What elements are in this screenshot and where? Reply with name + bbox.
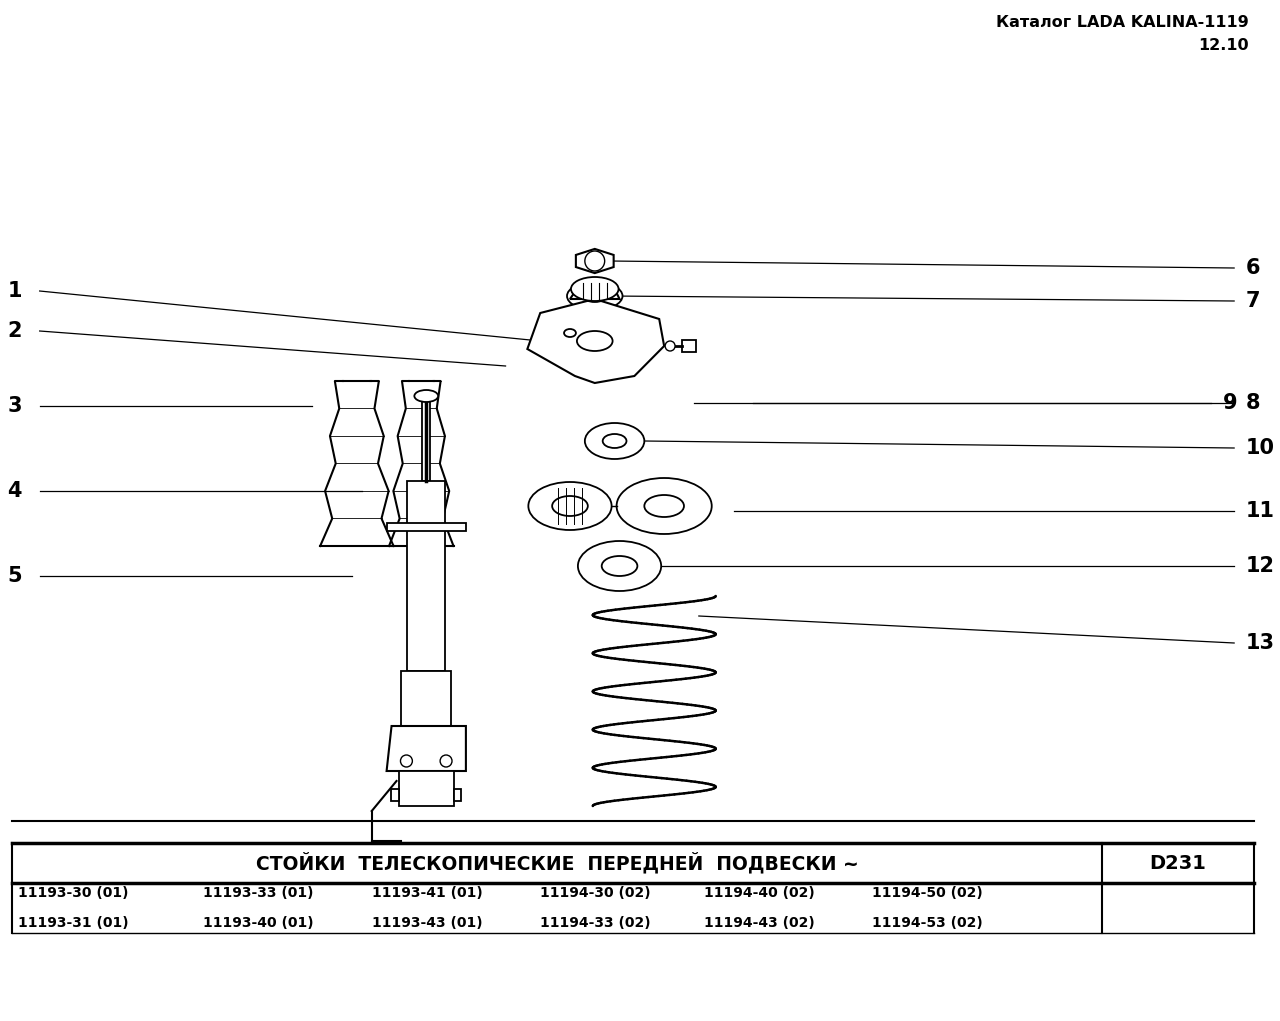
Ellipse shape — [571, 277, 618, 301]
Ellipse shape — [577, 541, 662, 591]
Text: 11193-40 (01): 11193-40 (01) — [204, 916, 314, 930]
Text: 11193-43 (01): 11193-43 (01) — [371, 916, 483, 930]
Text: 11194-50 (02): 11194-50 (02) — [872, 886, 983, 900]
Text: 11194-53 (02): 11194-53 (02) — [872, 916, 983, 930]
Ellipse shape — [585, 423, 644, 459]
Text: 1: 1 — [8, 281, 22, 301]
Bar — [387, 523, 466, 531]
Circle shape — [666, 341, 675, 351]
Text: 5: 5 — [8, 566, 22, 586]
Text: Каталог LADA KALINA-1119: Каталог LADA KALINA-1119 — [996, 15, 1249, 30]
Ellipse shape — [582, 290, 607, 302]
Bar — [392, 789, 399, 801]
Ellipse shape — [602, 556, 637, 576]
Ellipse shape — [529, 482, 612, 530]
Text: 7: 7 — [1245, 291, 1261, 311]
Text: 6: 6 — [1245, 258, 1261, 278]
Text: 12: 12 — [1245, 556, 1275, 576]
Polygon shape — [387, 726, 466, 771]
Text: 11194-33 (02): 11194-33 (02) — [540, 916, 650, 930]
Circle shape — [585, 251, 604, 271]
Bar — [682, 340, 696, 352]
Text: 11193-41 (01): 11193-41 (01) — [371, 886, 483, 900]
Bar — [399, 771, 453, 806]
Polygon shape — [527, 299, 664, 383]
Text: 4: 4 — [8, 481, 22, 501]
Text: 11193-31 (01): 11193-31 (01) — [18, 916, 128, 930]
Bar — [407, 481, 445, 671]
Text: 2: 2 — [8, 321, 22, 341]
Text: D231: D231 — [1149, 854, 1207, 873]
Text: 8: 8 — [1245, 393, 1261, 414]
Text: 11194-43 (02): 11194-43 (02) — [704, 916, 814, 930]
Ellipse shape — [567, 282, 622, 310]
Text: 9: 9 — [1224, 393, 1238, 414]
Ellipse shape — [617, 478, 712, 534]
Ellipse shape — [644, 495, 684, 517]
Text: 11194-30 (02): 11194-30 (02) — [540, 886, 650, 900]
Text: 11194-40 (02): 11194-40 (02) — [704, 886, 814, 900]
Polygon shape — [570, 283, 620, 299]
Circle shape — [401, 755, 412, 767]
Ellipse shape — [577, 331, 613, 351]
Text: 3: 3 — [8, 396, 22, 416]
Circle shape — [440, 755, 452, 767]
Ellipse shape — [564, 329, 576, 337]
Bar — [402, 671, 451, 726]
Text: 10: 10 — [1245, 438, 1275, 458]
Text: 11193-33 (01): 11193-33 (01) — [204, 886, 314, 900]
Bar — [453, 789, 461, 801]
Text: 11: 11 — [1245, 501, 1275, 521]
Text: 12.10: 12.10 — [1198, 38, 1249, 53]
Polygon shape — [576, 249, 613, 273]
Ellipse shape — [603, 434, 626, 448]
Text: 11193-30 (01): 11193-30 (01) — [18, 886, 128, 900]
Ellipse shape — [415, 390, 438, 402]
Text: СТОЙКИ  ТЕЛЕСКОПИЧЕСКИЕ  ПЕРЕДНЕЙ  ПОДВЕСКИ ~: СТОЙКИ ТЕЛЕСКОПИЧЕСКИЕ ПЕРЕДНЕЙ ПОДВЕСКИ… — [256, 853, 859, 874]
Ellipse shape — [552, 496, 588, 516]
Bar — [422, 401, 430, 481]
Text: 13: 13 — [1245, 633, 1275, 653]
